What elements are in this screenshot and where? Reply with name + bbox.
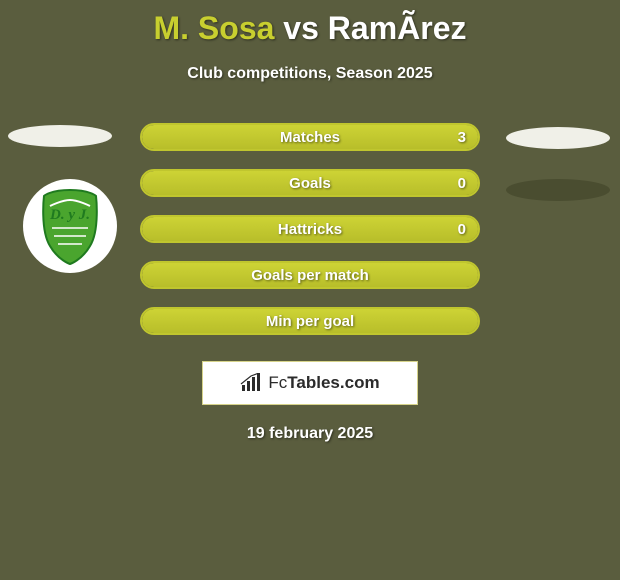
stat-value: 0 [458,171,466,195]
stat-label: Goals per match [142,263,478,287]
vs-label: vs [283,10,319,46]
player2-name: RamÃrez [328,10,467,46]
right-ellipse-2 [506,179,610,201]
stat-label: Hattricks [142,217,478,241]
club-badge-text: D. y J. [49,207,90,223]
footer-brand[interactable]: FcTables.com [202,361,418,405]
bar-chart-icon [240,373,264,393]
stat-row: Hattricks 0 [140,215,480,243]
footer-brand-text: FcTables.com [268,373,379,393]
date-label: 19 february 2025 [0,425,620,443]
stat-value: 3 [458,125,466,149]
club-badge: D. y J. [22,178,118,274]
right-ellipse-1 [506,127,610,149]
stat-label: Matches [142,125,478,149]
left-ellipse-1 [8,125,112,147]
stat-row: Goals 0 [140,169,480,197]
player1-name: M. Sosa [153,10,274,46]
stat-row: Min per goal [140,307,480,335]
stat-label: Min per goal [142,309,478,333]
page-title: M. Sosa vs RamÃrez [0,0,620,47]
stat-label: Goals [142,171,478,195]
stat-row: Goals per match [140,261,480,289]
stat-row: Matches 3 [140,123,480,151]
subtitle: Club competitions, Season 2025 [0,65,620,83]
stat-value: 0 [458,217,466,241]
